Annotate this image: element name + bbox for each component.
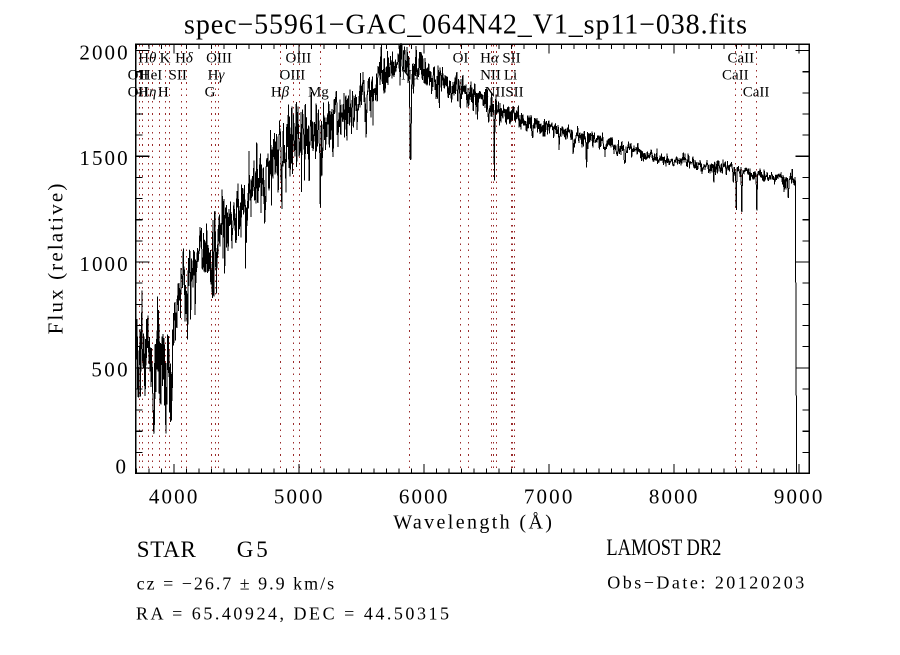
svg-text:500: 500 [91,358,127,382]
svg-text:K: K [160,51,171,67]
svg-text:cz = −26.7 ± 9.9 km/s: cz = −26.7 ± 9.9 km/s [137,573,335,593]
svg-text:Hγ: Hγ [208,68,226,84]
svg-text:CaII: CaII [722,68,749,84]
svg-text:SII: SII [169,68,187,84]
svg-text:Li: Li [504,68,517,84]
svg-text:H: H [158,85,169,101]
svg-text:Hβ: Hβ [271,85,290,101]
svg-text:Wavelength (Å): Wavelength (Å) [393,512,552,534]
svg-text:HeI: HeI [140,68,163,84]
svg-text:NII: NII [480,68,501,84]
svg-text:Hδ: Hδ [175,51,194,67]
svg-text:STAR: STAR [137,537,197,562]
svg-text:OI: OI [453,51,469,67]
svg-text:SII: SII [505,85,523,101]
svg-text:CaII: CaII [743,85,770,101]
svg-text:OIII: OIII [285,51,311,67]
svg-text:OIII: OIII [279,68,305,84]
svg-text:NII: NII [485,85,506,101]
svg-text:G: G [205,85,216,101]
svg-text:LAMOST DR2: LAMOST DR2 [606,535,721,560]
svg-text:OII: OII [128,68,149,84]
svg-text:Mg: Mg [308,85,329,101]
svg-text:spec−55961−GAC_064N42_V1_sp11−: spec−55961−GAC_064N42_V1_sp11−038.fits [184,9,747,40]
svg-text:OIII: OIII [206,51,232,67]
svg-text:Hα: Hα [480,51,500,67]
svg-text:Hη: Hη [138,85,156,101]
svg-text:0: 0 [116,454,127,478]
svg-text:G5: G5 [237,537,268,562]
svg-text:Hθ: Hθ [138,51,157,67]
svg-text:SII: SII [502,51,520,67]
svg-text:CaII: CaII [727,51,754,67]
svg-text:Flux (relative): Flux (relative) [44,184,68,335]
